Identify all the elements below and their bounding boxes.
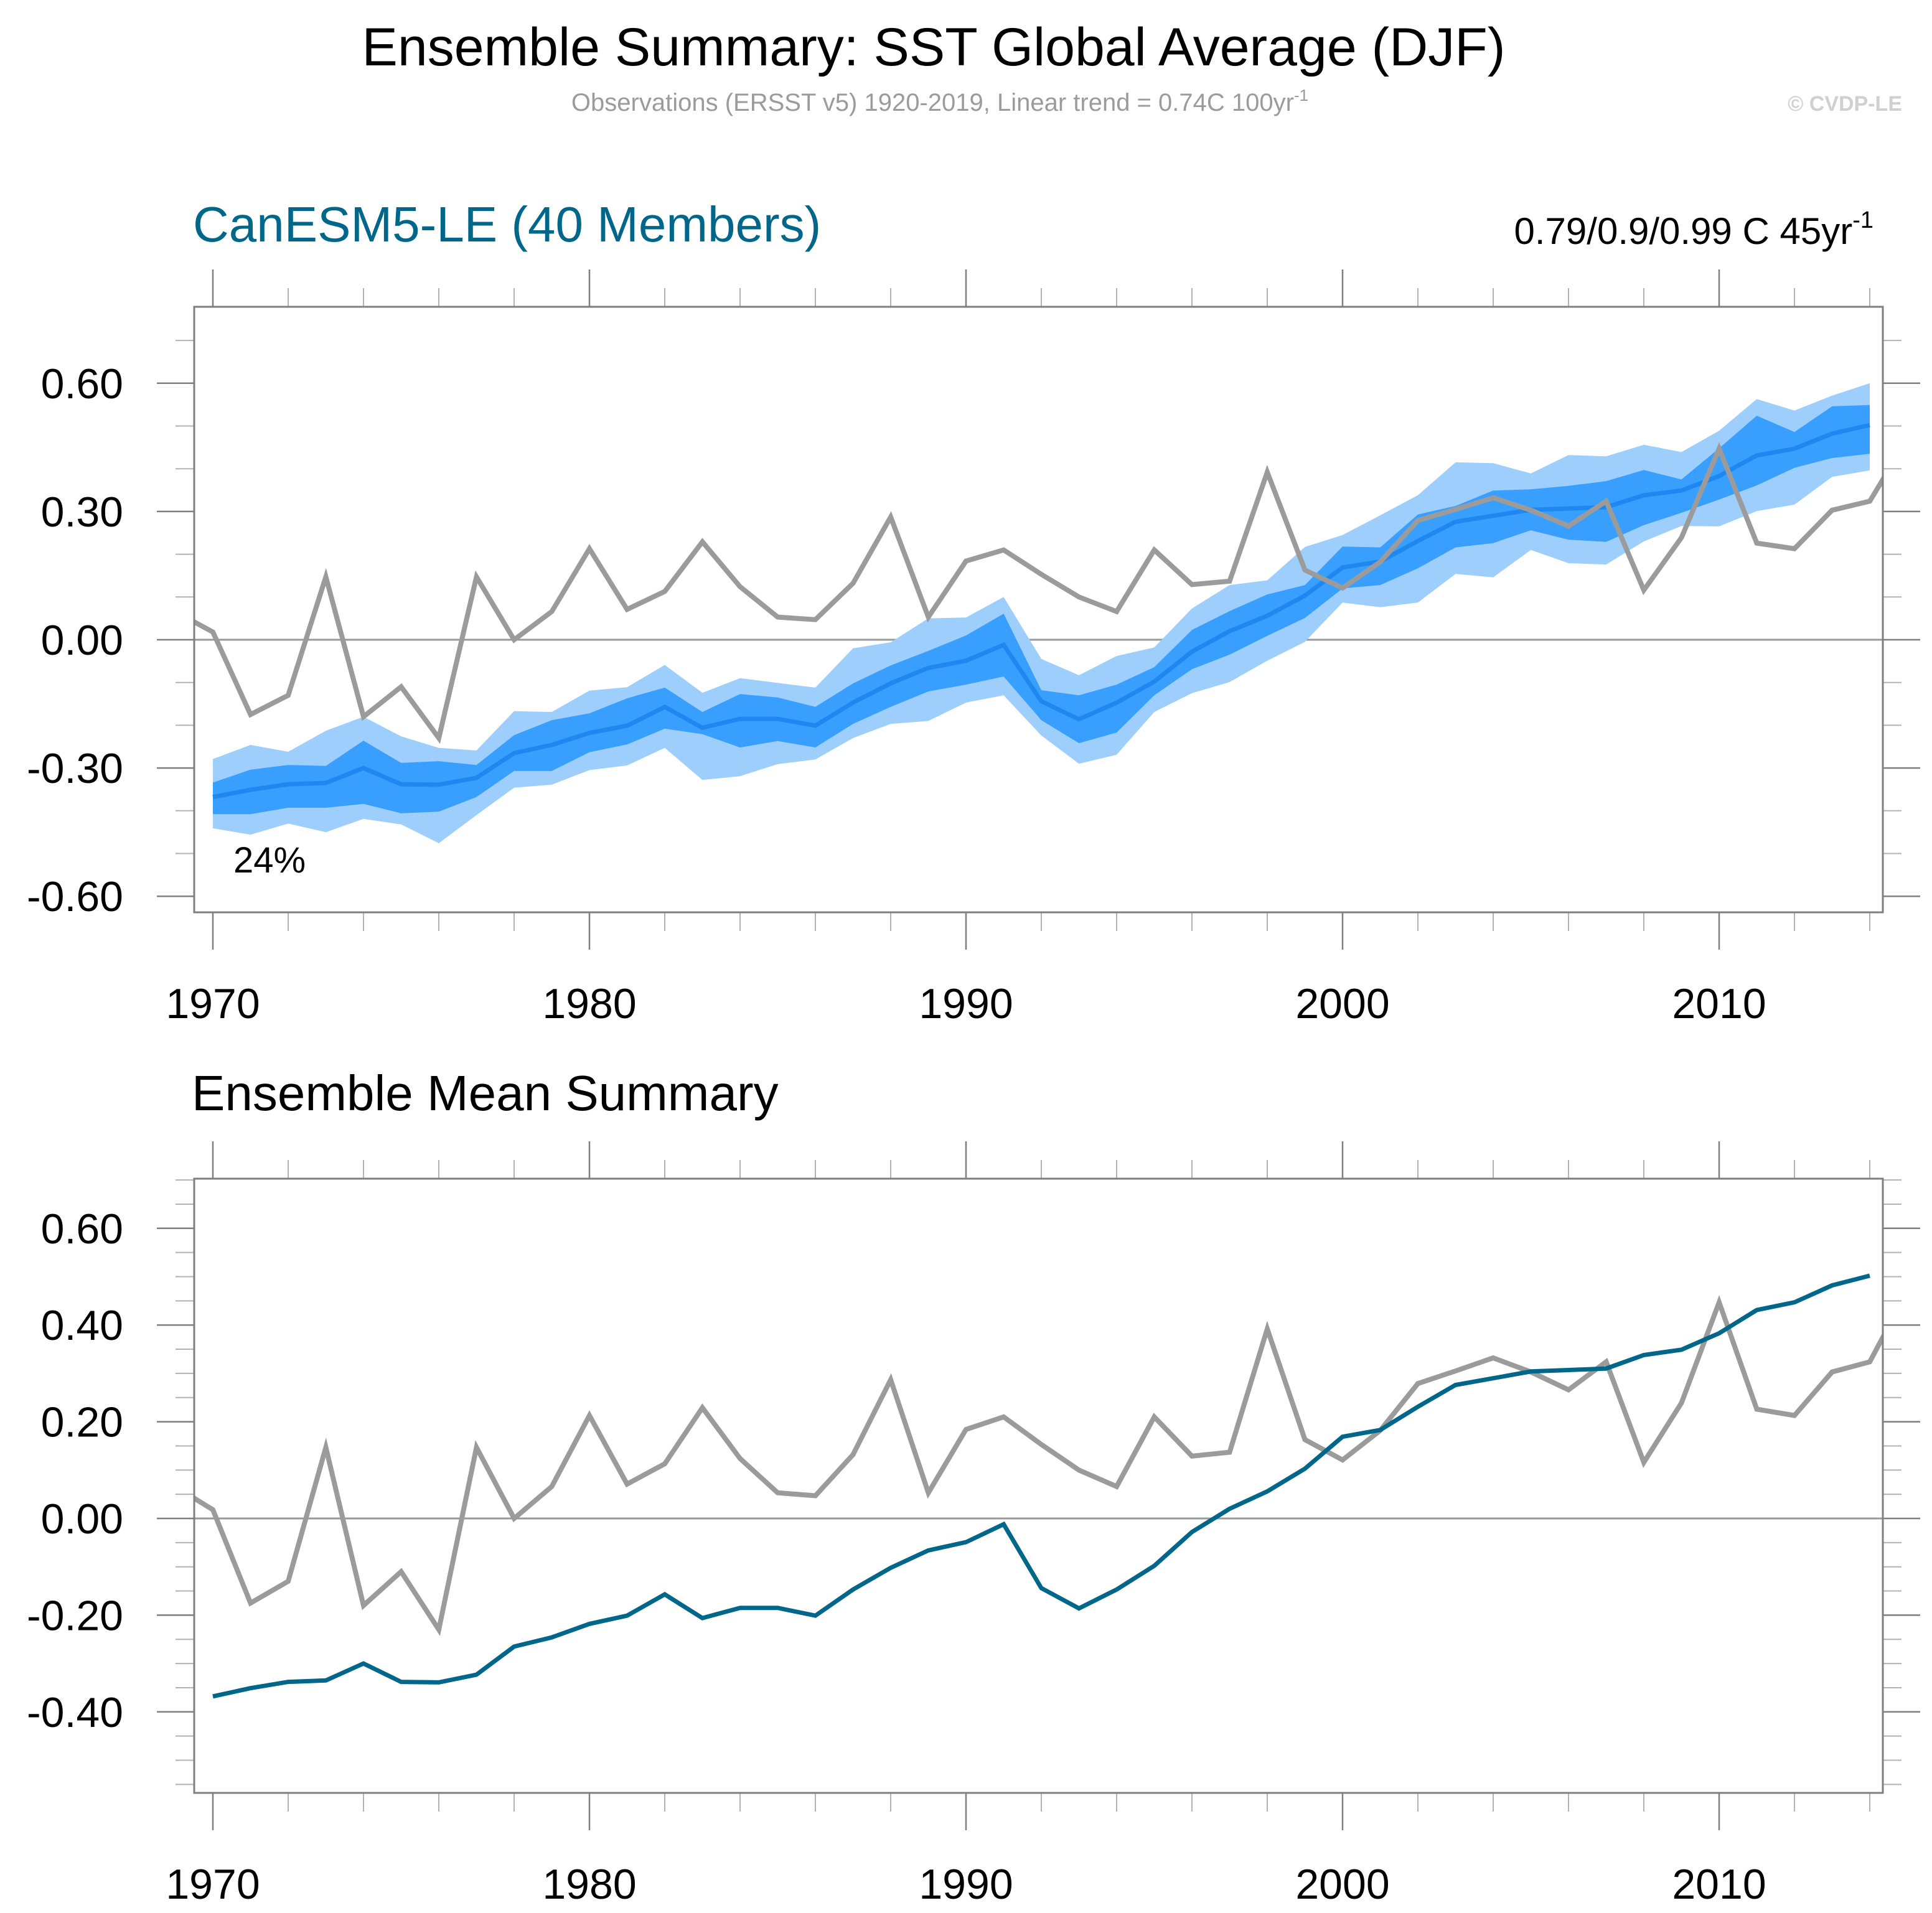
top-x-tick-label: 1980: [542, 980, 636, 1027]
copyright-label: © CVDP-LE: [1788, 92, 1902, 116]
bottom-y-tick-label: 0.60: [41, 1205, 123, 1253]
top-x-tick-label: 2000: [1295, 980, 1389, 1027]
bottom-x-tick-label: 1990: [919, 1861, 1013, 1908]
top-axes: 1970 1980 1990 2000 2010 0.60 0.30 0.00 -0.30 -0.…: [27, 269, 1920, 1027]
top-y-tick-label: 0.30: [41, 489, 123, 536]
bottom-y-tick-label: -0.20: [27, 1592, 123, 1639]
ensemble-mean-title: Ensemble Mean Summary: [192, 1065, 779, 1121]
bottom-x-tick-label: 2010: [1672, 1861, 1766, 1908]
bottom-plot-frame: [193, 1177, 1884, 1794]
percent-annotation: 24%: [233, 840, 306, 881]
top-x-tick-label: 1970: [166, 980, 260, 1027]
top-x-tick-label: 2010: [1672, 980, 1766, 1027]
trend-superscript: -1: [1852, 207, 1873, 233]
ensemble-mean-line: [212, 1273, 1870, 1699]
top-y-tick-label: -0.60: [27, 873, 123, 920]
bottom-y-tick-label: 0.40: [41, 1302, 123, 1349]
figure-title: Ensemble Summary: SST Global Average (DJ…: [362, 17, 1506, 77]
top-plot-frame: [193, 306, 1884, 914]
bottom-x-tick-label: 1970: [166, 1861, 260, 1908]
bottom-panel: Ensemble Mean Summary 1970 1980 1990 2000 20…: [27, 1065, 1920, 1908]
subtitle-text: Observations (ERSST v5) 1920-2019, Linea…: [571, 89, 1294, 116]
subtitle-superscript: -1: [1294, 86, 1308, 105]
top-x-tick-label: 1990: [919, 980, 1013, 1027]
top-plot-data: [194, 383, 1883, 843]
observations-line: [194, 1294, 1883, 1637]
trend-text: 0.79/0.9/0.99 C 45yr: [1514, 210, 1853, 252]
trend-annotation: 0.79/0.9/0.99 C 45yr-1: [1514, 207, 1874, 252]
bottom-axes: 1970 1980 1990 2000 2010 0.60 0.40 0.20 0.00 -0.2…: [27, 1141, 1920, 1908]
bottom-x-tick-label: 1980: [542, 1861, 636, 1908]
bottom-y-tick-label: 0.00: [41, 1495, 123, 1543]
figure-subtitle: Observations (ERSST v5) 1920-2019, Linea…: [571, 86, 1308, 116]
top-y-tick-label: 0.60: [41, 360, 123, 408]
top-y-tick-label: -0.30: [27, 745, 123, 792]
top-y-tick-label: 0.00: [41, 617, 123, 664]
bottom-plot-data: [194, 1273, 1883, 1699]
model-title: CanESM5-LE (40 Members): [193, 197, 821, 252]
bottom-y-tick-label: 0.20: [41, 1399, 123, 1446]
bottom-x-tick-label: 2000: [1295, 1861, 1389, 1908]
bottom-y-tick-label: -0.40: [27, 1689, 123, 1736]
observations-line: [194, 442, 1883, 744]
top-panel: CanESM5-LE (40 Members) 0.79/0.9/0.99 C …: [27, 197, 1920, 1027]
